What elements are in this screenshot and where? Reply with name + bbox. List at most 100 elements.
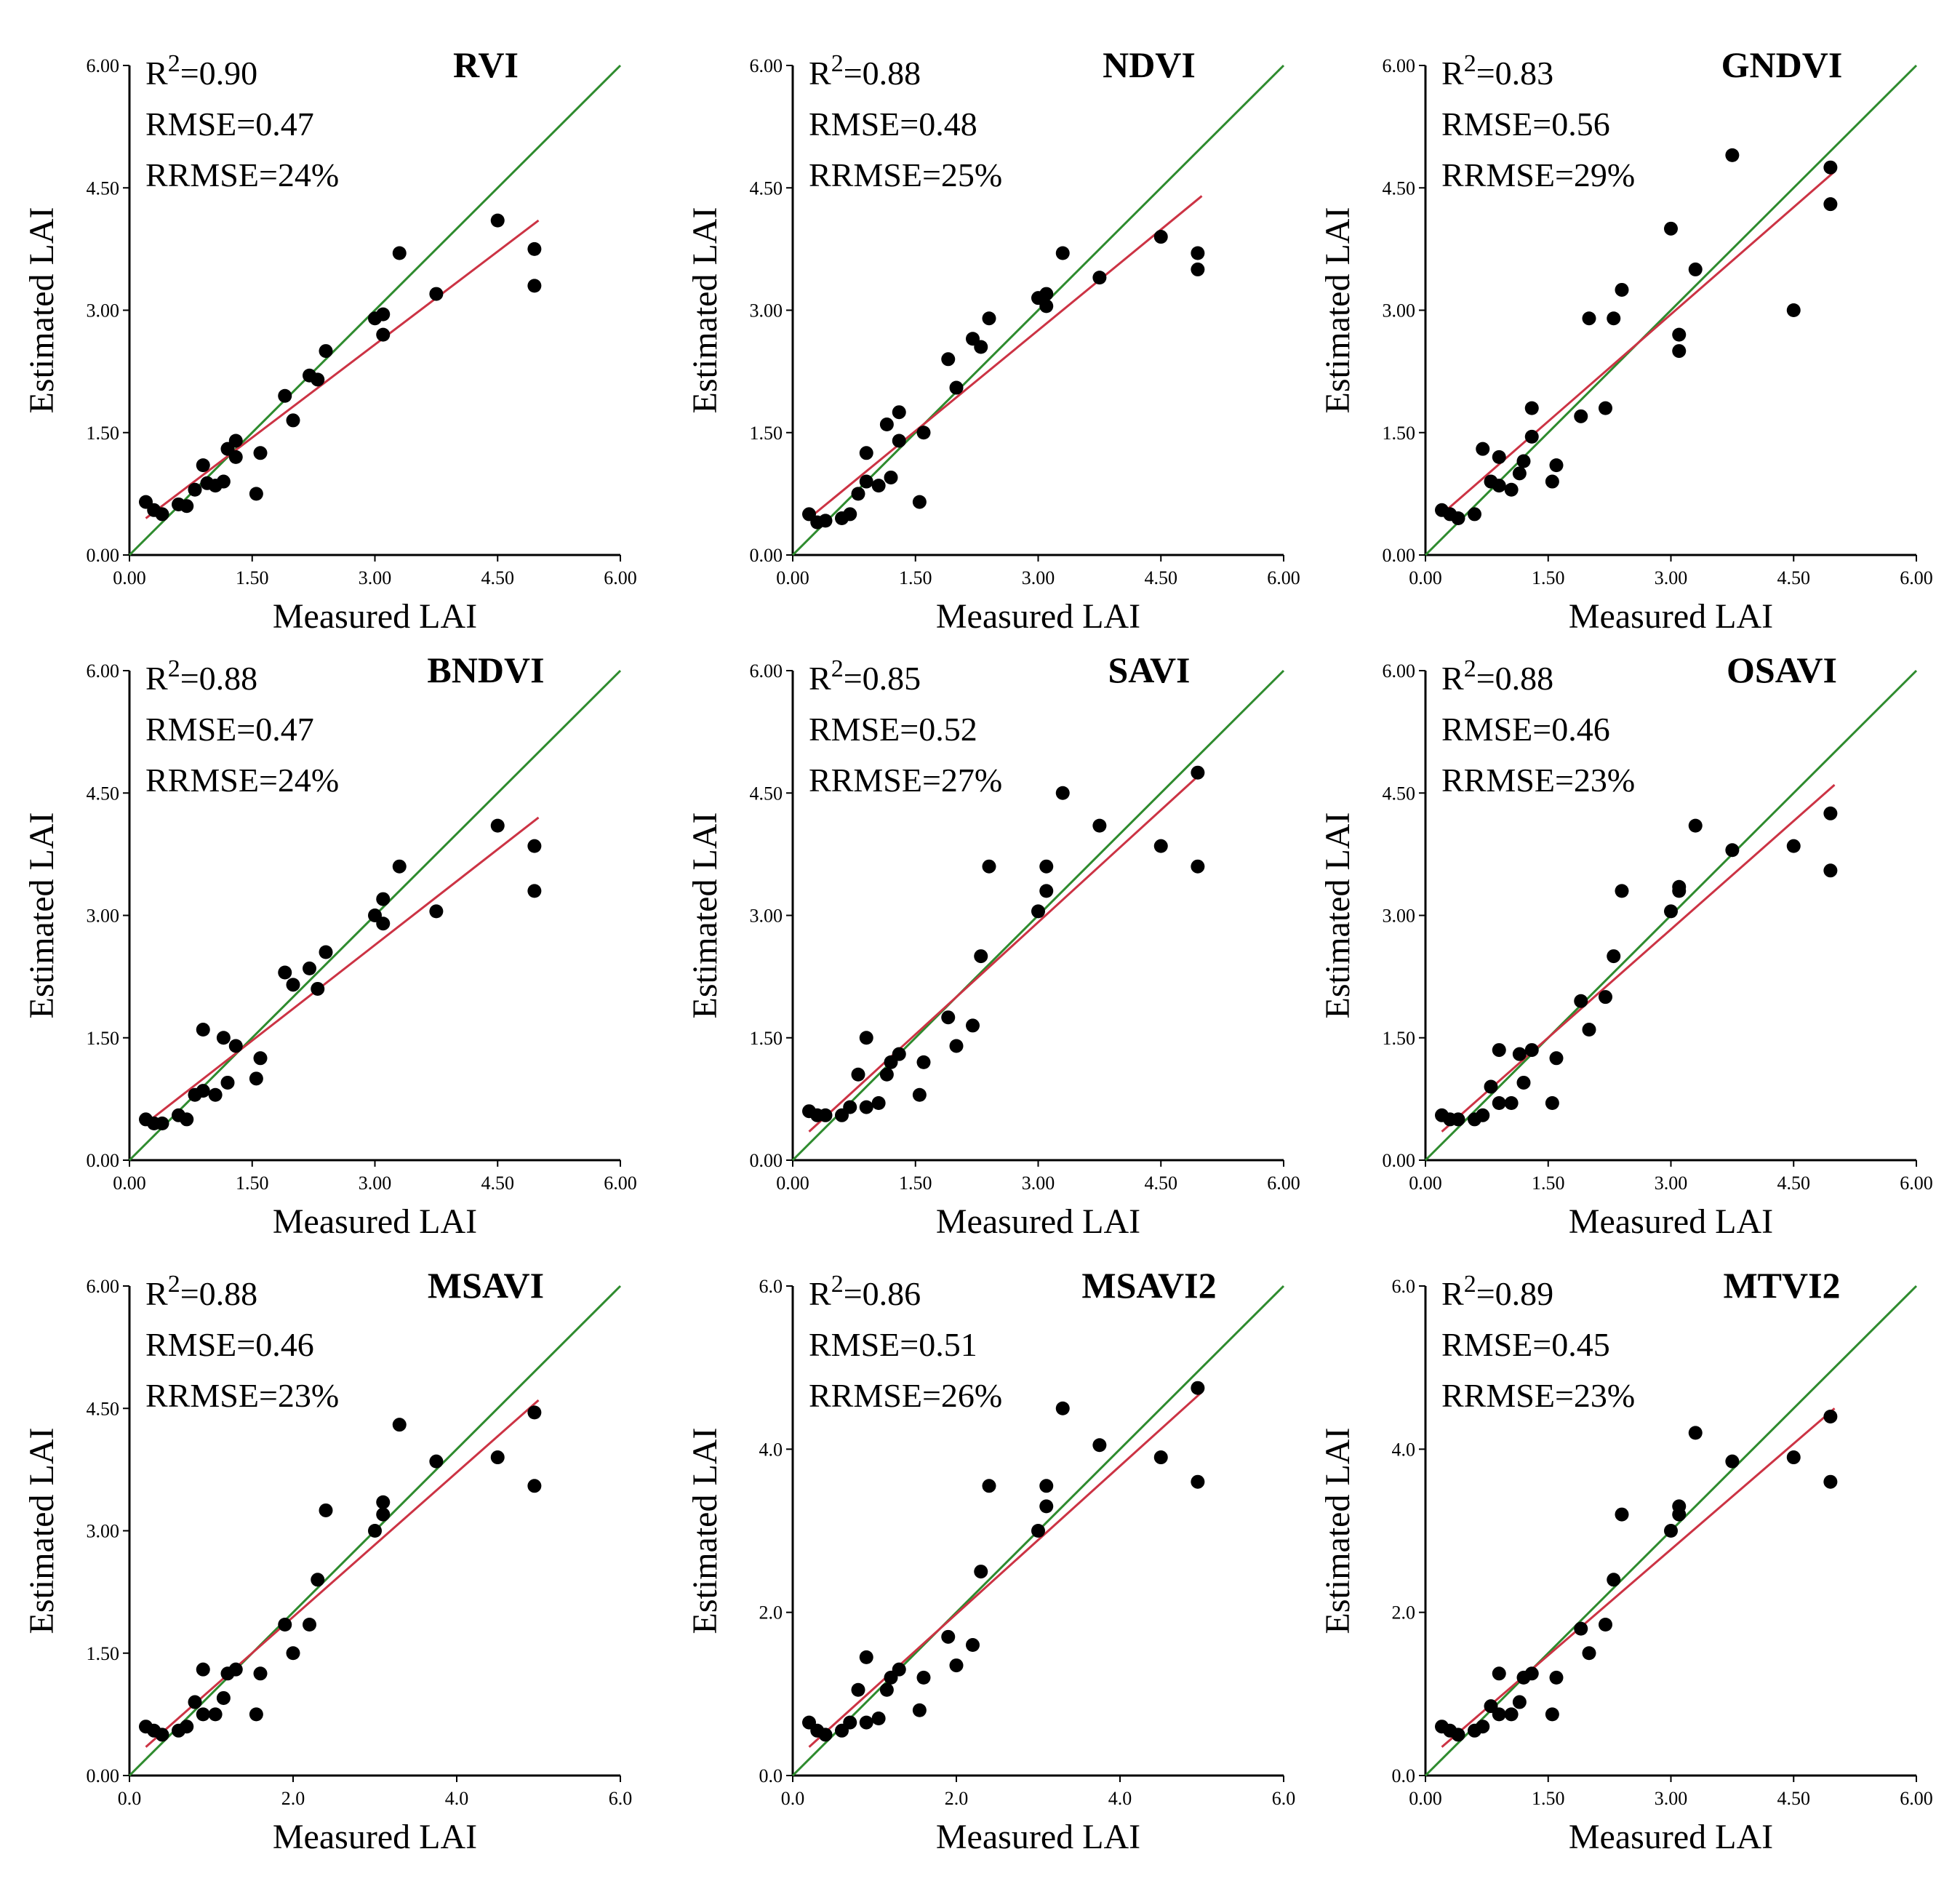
data-point	[851, 1682, 865, 1697]
panel-title: GNDVI	[1721, 44, 1843, 85]
data-point	[1672, 879, 1687, 894]
x-tick-label: 6.0	[609, 1788, 633, 1809]
data-point	[1615, 1507, 1629, 1522]
x-tick-label: 1.50	[1532, 1788, 1565, 1809]
panel-savi: 0.00 1.50 3.00 4.50 6.00 0.00 1.50 3.00 4.50 6.00…	[686, 650, 1300, 1241]
x-tick-label: 1.50	[236, 1173, 269, 1194]
data-point	[1476, 1108, 1490, 1122]
r2-superscript: 2	[1464, 50, 1476, 77]
y-tick-label: 4.50	[1383, 177, 1416, 199]
r2-stat: R2=0.88	[145, 1271, 257, 1312]
data-point	[1055, 1401, 1070, 1415]
data-point	[1191, 1381, 1205, 1395]
y-tick-label: 4.0	[1392, 1439, 1416, 1460]
data-point	[1823, 160, 1838, 175]
data-point	[1725, 1454, 1740, 1469]
y-tick-label: 4.50	[87, 783, 120, 804]
data-point	[278, 1617, 292, 1632]
data-point	[1153, 839, 1168, 853]
y-tick-label: 4.50	[750, 783, 783, 804]
x-tick-label: 3.00	[1022, 567, 1055, 588]
x-tick-label: 1.50	[899, 567, 932, 588]
regression-line	[145, 219, 540, 519]
data-point	[253, 1666, 268, 1681]
data-point	[912, 1087, 927, 1102]
panel-title: MSAVI	[428, 1265, 544, 1306]
data-point	[1492, 1043, 1506, 1058]
rrmse-stat: RRMSE=27%	[809, 762, 1002, 799]
data-point	[1039, 859, 1054, 874]
data-point	[216, 1690, 231, 1705]
y-axis-label: Estimated LAI	[686, 1428, 724, 1634]
data-point	[949, 1658, 964, 1673]
data-point	[155, 507, 169, 522]
panel-mtvi2: 0.00 1.50 3.00 4.50 6.00 0.0 2.0 4.0 6.0 Measured…	[1319, 1265, 1933, 1856]
y-tick-label: 1.50	[87, 1028, 120, 1049]
data-point	[1725, 843, 1740, 858]
y-tick-label: 3.00	[750, 906, 783, 927]
data-point	[1516, 1075, 1531, 1090]
regression-line	[1441, 1407, 1836, 1748]
data-point	[1582, 311, 1596, 326]
one-to-one-line	[791, 64, 1285, 556]
x-tick-label: 1.50	[899, 1173, 932, 1194]
data-point	[1451, 1728, 1465, 1742]
data-point	[1599, 990, 1612, 1005]
r2-symbol: R	[809, 55, 831, 92]
data-point	[490, 213, 505, 228]
data-point	[1574, 409, 1588, 423]
y-tick-label: 6.00	[750, 55, 783, 76]
data-point	[982, 311, 996, 326]
data-point	[1672, 344, 1687, 359]
data-point	[490, 818, 505, 833]
r2-superscript: 2	[1464, 1271, 1476, 1298]
data-point	[208, 1087, 223, 1102]
data-point	[916, 1055, 931, 1069]
y-axis-label: Estimated LAI	[23, 1428, 61, 1634]
r2-stat: R2=0.89	[1441, 1271, 1553, 1312]
y-tick-label: 6.00	[1383, 55, 1416, 76]
data-point	[278, 965, 292, 980]
data-point	[311, 981, 325, 996]
regression-line	[1441, 783, 1836, 1133]
rrmse-stat: RRMSE=25%	[809, 156, 1002, 193]
y-axis-label: Estimated LAI	[1319, 1428, 1357, 1634]
data-point	[527, 839, 542, 853]
data-point	[1672, 327, 1687, 342]
y-tick-label: 4.50	[1383, 783, 1416, 804]
r2-symbol: R	[1441, 1275, 1464, 1312]
rmse-stat: RMSE=0.48	[809, 105, 977, 143]
y-tick-label: 1.50	[87, 1643, 120, 1664]
rrmse-stat: RRMSE=23%	[1441, 1377, 1635, 1414]
x-tick-label: 2.0	[281, 1788, 305, 1809]
r2-value: =0.88	[1476, 660, 1553, 697]
data-point	[1039, 287, 1054, 301]
data-point	[1582, 1646, 1596, 1661]
data-point	[1492, 1666, 1506, 1681]
data-point	[1664, 221, 1678, 236]
x-axis-label: Measured LAI	[936, 597, 1140, 636]
data-point	[818, 1108, 833, 1122]
data-point	[188, 482, 202, 497]
x-tick-label: 4.50	[1145, 1173, 1178, 1194]
panel-msavi: 0.0 2.0 4.0 6.0 0.00 1.50 3.00 4.50 6.00 Measured…	[23, 1265, 632, 1856]
data-point	[892, 405, 906, 420]
r2-superscript: 2	[831, 1271, 844, 1298]
rrmse-stat: RRMSE=26%	[809, 1377, 1002, 1414]
r2-stat: R2=0.85	[809, 655, 921, 697]
panel-title: NDVI	[1103, 44, 1196, 85]
y-tick-label: 2.0	[1392, 1602, 1416, 1624]
x-axis-label: Measured LAI	[936, 1818, 1140, 1856]
rmse-stat: RMSE=0.47	[145, 105, 314, 143]
data-point	[818, 1728, 833, 1742]
data-point	[392, 859, 407, 874]
r2-value: =0.88	[844, 55, 921, 92]
data-point	[1599, 1617, 1612, 1632]
r2-stat: R2=0.88	[145, 655, 257, 697]
x-tick-label: 6.00	[1900, 1173, 1933, 1194]
data-point	[1476, 1720, 1490, 1734]
data-point	[916, 426, 931, 440]
data-point	[1504, 1095, 1519, 1110]
data-point	[1512, 466, 1527, 481]
